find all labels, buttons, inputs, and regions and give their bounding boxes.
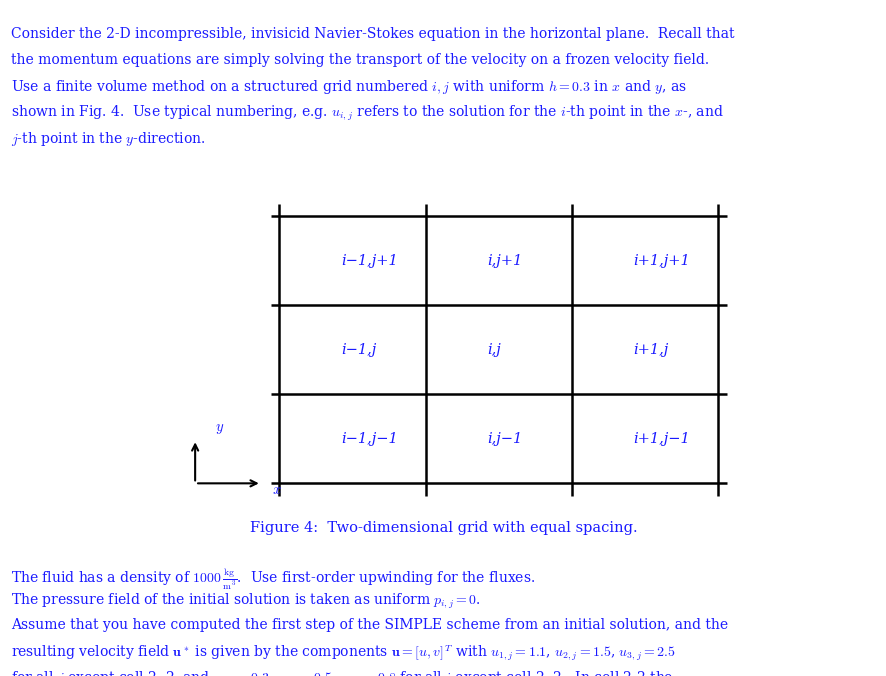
- Text: resulting velocity field $\mathbf{u}^*$ is given by the components $\mathbf{u} =: resulting velocity field $\mathbf{u}^*$ …: [11, 644, 674, 663]
- Text: i+1,j: i+1,j: [633, 343, 668, 357]
- Text: shown in Fig. 4.  Use typical numbering, e.g. $u_{i,j}$ refers to the solution f: shown in Fig. 4. Use typical numbering, …: [11, 104, 722, 123]
- Text: i,j−1: i,j−1: [486, 432, 522, 446]
- Text: Assume that you have computed the first step of the SIMPLE scheme from an initia: Assume that you have computed the first …: [11, 618, 727, 632]
- Text: the momentum equations are simply solving the transport of the velocity on a fro: the momentum equations are simply solvin…: [11, 53, 708, 67]
- Text: i−1,j: i−1,j: [340, 343, 376, 357]
- Text: Use a finite volume method on a structured grid numbered $i, j$ with uniform $h : Use a finite volume method on a structur…: [11, 78, 686, 97]
- Text: for all $j$ except cell 2, 2, and $u_{i,1} = 0.3$, $u_{i,2} = 0.5$, $u_{i,3} = 0: for all $j$ except cell 2, 2, and $u_{i,…: [11, 669, 672, 676]
- Text: i−1,j+1: i−1,j+1: [340, 254, 397, 268]
- Text: $y$: $y$: [214, 422, 223, 436]
- Text: i+1,j+1: i+1,j+1: [633, 254, 689, 268]
- Text: $j$-th point in the $y$-direction.: $j$-th point in the $y$-direction.: [11, 130, 205, 148]
- Text: i−1,j−1: i−1,j−1: [340, 432, 397, 446]
- Text: i,j+1: i,j+1: [486, 254, 522, 268]
- Text: Figure 4:  Two-dimensional grid with equal spacing.: Figure 4: Two-dimensional grid with equa…: [249, 521, 637, 535]
- Text: Consider the 2-D incompressible, invisicid Navier-Stokes equation in the horizon: Consider the 2-D incompressible, invisic…: [11, 27, 734, 41]
- Text: $x$: $x$: [272, 483, 282, 497]
- Text: The fluid has a density of $1000\,\frac{\mathrm{kg}}{\mathrm{m}^3}$.  Use first-: The fluid has a density of $1000\,\frac{…: [11, 566, 534, 592]
- Text: i+1,j−1: i+1,j−1: [633, 432, 689, 446]
- Text: The pressure field of the initial solution is taken as uniform $p_{i,j} = 0$.: The pressure field of the initial soluti…: [11, 592, 480, 611]
- Text: i,j: i,j: [486, 343, 501, 357]
